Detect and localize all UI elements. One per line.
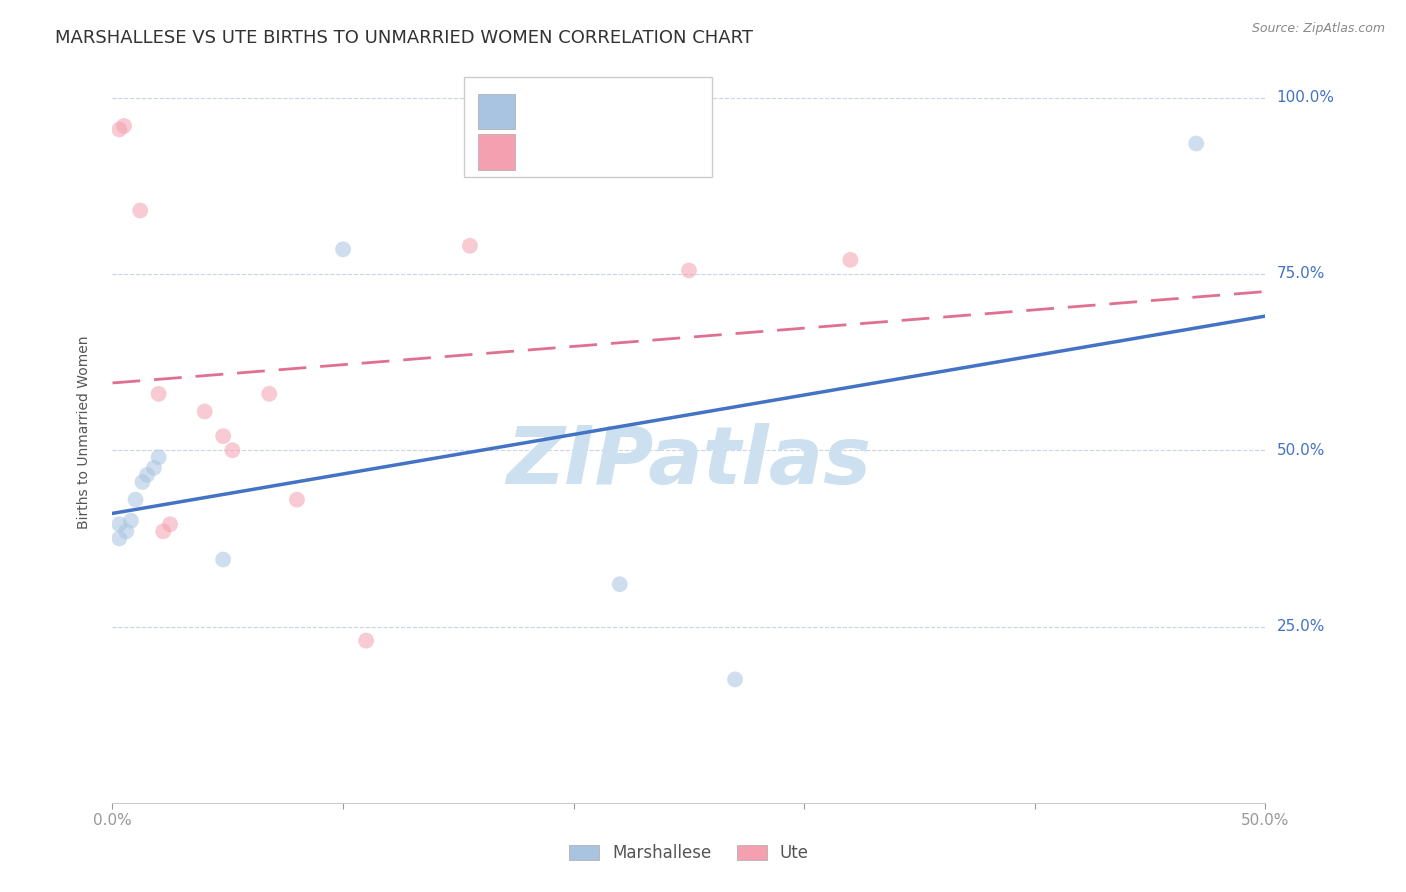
Point <box>115 524 138 539</box>
Text: R =: R = <box>526 103 565 120</box>
Text: N =: N = <box>637 103 678 120</box>
Point <box>194 404 217 418</box>
Text: R =: R = <box>526 143 571 161</box>
Point <box>1185 136 1208 151</box>
Point <box>148 387 170 401</box>
Point <box>112 119 135 133</box>
Text: Source: ZipAtlas.com: Source: ZipAtlas.com <box>1251 22 1385 36</box>
Point <box>143 461 166 475</box>
Text: MARSHALLESE VS UTE BIRTHS TO UNMARRIED WOMEN CORRELATION CHART: MARSHALLESE VS UTE BIRTHS TO UNMARRIED W… <box>55 29 752 47</box>
Text: 100.0%: 100.0% <box>1277 90 1334 105</box>
Point <box>212 429 235 443</box>
Point <box>259 387 281 401</box>
Point <box>129 203 152 218</box>
FancyBboxPatch shape <box>464 78 711 178</box>
Point <box>136 467 159 482</box>
Point <box>609 577 631 591</box>
Point <box>221 443 243 458</box>
Text: 0.649: 0.649 <box>571 103 627 120</box>
Point <box>108 517 131 532</box>
Point <box>724 673 747 687</box>
FancyBboxPatch shape <box>478 135 515 169</box>
Text: 75.0%: 75.0% <box>1277 267 1324 282</box>
Text: N =: N = <box>637 143 678 161</box>
Legend: Marshallese, Ute: Marshallese, Ute <box>562 838 815 869</box>
Point <box>458 239 481 253</box>
Point <box>108 122 131 136</box>
Point <box>131 475 153 489</box>
Text: 50.0%: 50.0% <box>1277 442 1324 458</box>
Point <box>678 263 700 277</box>
Point <box>159 517 181 532</box>
Point <box>839 252 862 267</box>
Point <box>120 514 142 528</box>
Point <box>124 492 146 507</box>
Text: ZIPatlas: ZIPatlas <box>506 423 872 501</box>
Y-axis label: Births to Unmarried Women: Births to Unmarried Women <box>77 336 91 529</box>
Text: 14: 14 <box>679 103 703 120</box>
Point <box>212 552 235 566</box>
Point <box>108 532 131 546</box>
Point <box>285 492 308 507</box>
Point <box>354 633 377 648</box>
Text: 0.121: 0.121 <box>571 143 627 161</box>
Point <box>332 242 354 256</box>
Point <box>152 524 174 539</box>
Point <box>148 450 170 465</box>
Text: 25.0%: 25.0% <box>1277 619 1324 634</box>
FancyBboxPatch shape <box>478 94 515 129</box>
Text: 15: 15 <box>679 143 703 161</box>
